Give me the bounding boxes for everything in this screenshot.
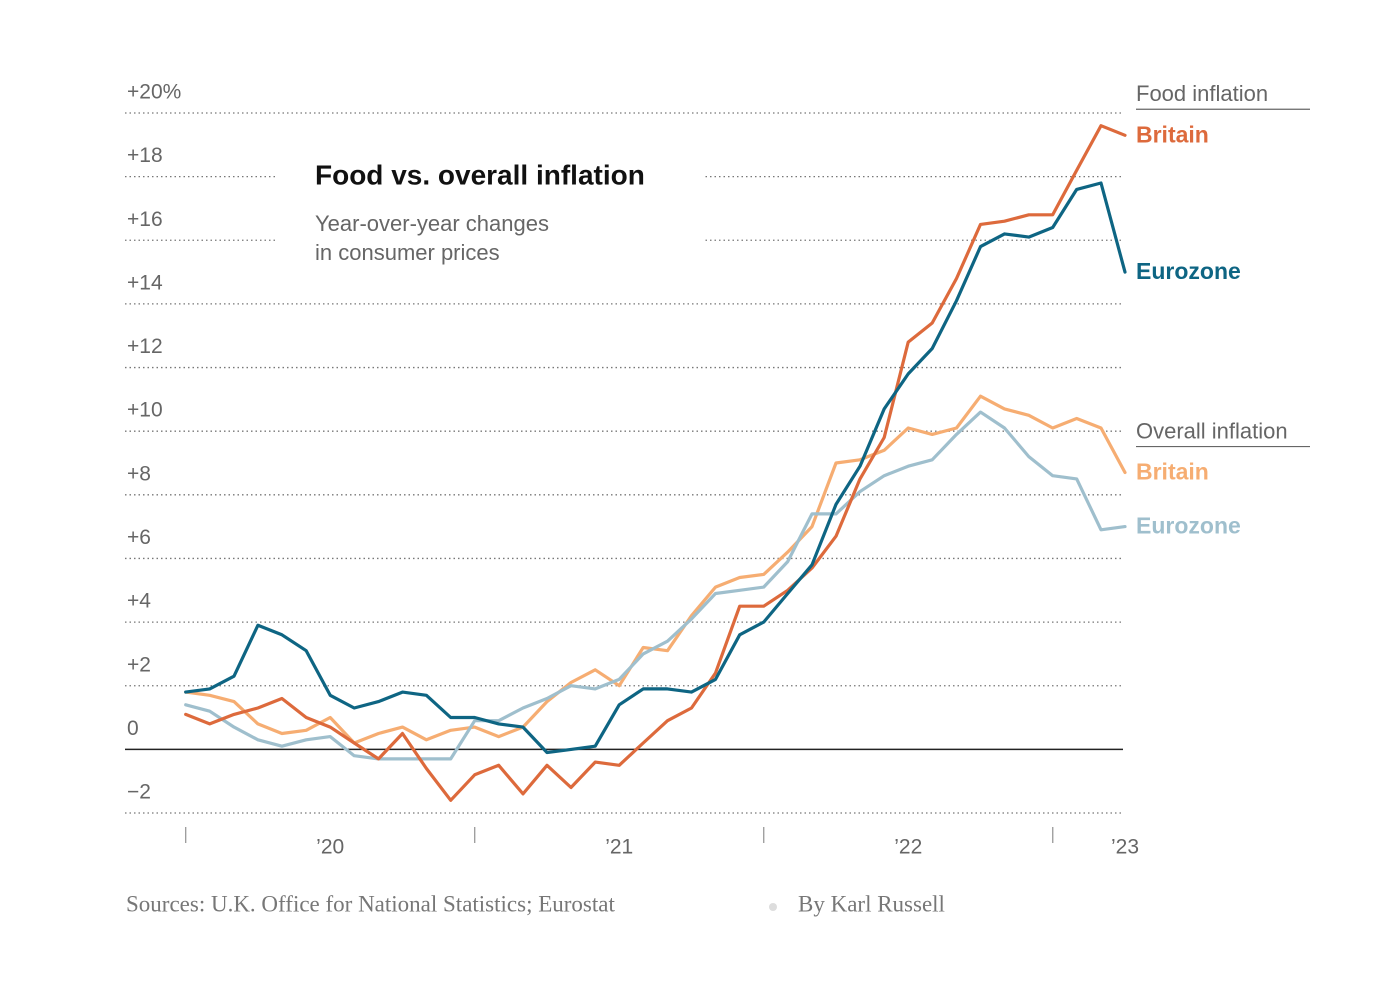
subtitle: Year-over-year changes — [315, 211, 549, 236]
x-tick-label: ’20 — [316, 836, 344, 859]
grid — [125, 112, 1123, 843]
lines — [184, 124, 1127, 802]
byline: By Karl Russell — [798, 891, 945, 916]
y-tick-label: +18 — [127, 144, 163, 167]
series-label: Eurozone — [1136, 258, 1241, 284]
title-backdrop — [275, 150, 703, 268]
chart-title: Food vs. overall inflation — [315, 159, 645, 190]
series-line — [184, 181, 1127, 755]
series-label: Britain — [1136, 121, 1209, 147]
separator-dot — [769, 903, 777, 911]
y-tick-label: +14 — [127, 271, 163, 294]
y-tick-label: +16 — [127, 208, 163, 231]
y-tick-label: +2 — [127, 653, 151, 676]
y-tick-label: 0 — [127, 717, 139, 740]
x-tick-label: ’23 — [1111, 836, 1139, 859]
y-tick-label: +8 — [127, 462, 151, 485]
source: Sources: U.K. Office for National Statis… — [126, 891, 615, 916]
y-tick-label: +4 — [127, 590, 151, 613]
series-line — [184, 410, 1127, 761]
y-tick-label: +6 — [127, 526, 151, 549]
x-tick-label: ’21 — [605, 836, 633, 859]
y-tick-label: +12 — [127, 335, 163, 358]
series-label: Eurozone — [1136, 513, 1241, 539]
y-tick-label: +10 — [127, 399, 163, 422]
group-title: Food inflation — [1136, 81, 1268, 106]
x-tick-label: ’22 — [894, 836, 922, 859]
series-line — [184, 124, 1127, 802]
subtitle: in consumer prices — [315, 240, 500, 265]
series-label: Britain — [1136, 459, 1209, 485]
y-tick-label: +20% — [127, 81, 181, 104]
y-tick-label: −2 — [127, 781, 151, 804]
group-title: Overall inflation — [1136, 418, 1288, 443]
